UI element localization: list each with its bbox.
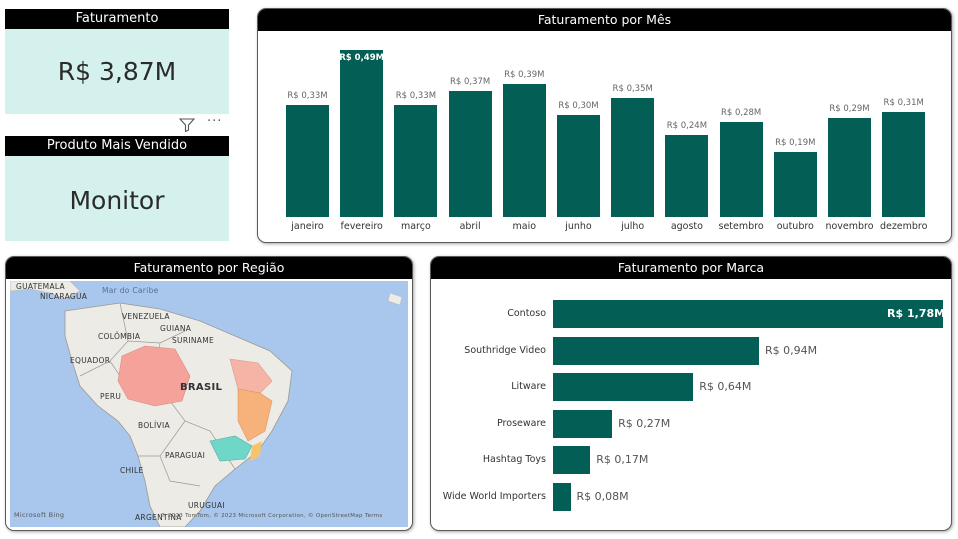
brand-bar-label: R$ 0,94M [764, 343, 818, 357]
region-map-panel[interactable]: Faturamento por Região GUATEMALA NICARAG… [5, 256, 413, 531]
month-chart-plot: R$ 0,33M janeiro R$ 0,49M fevereiro R$ 0,33M… [258, 9, 951, 242]
map-label-bolivia: BOLÍVIA [138, 421, 170, 430]
brand-chart-title: Faturamento por Marca [431, 257, 951, 279]
map-label-chile: CHILE [120, 466, 144, 475]
map-label-uruguai: URUGUAI [188, 501, 225, 510]
filter-icon[interactable] [178, 118, 196, 136]
month-bar-label: R$ 0,33M [287, 90, 328, 101]
month-bar-label: R$ 0,28M [720, 107, 762, 118]
brand-bar-label: R$ 0,64M [699, 380, 752, 393]
month-bar-label: R$ 0,19M [775, 138, 816, 149]
kpi-faturamento-card[interactable]: Faturamento R$ 3,87M [5, 9, 229, 114]
month-axis-label: novembro [825, 221, 874, 232]
bing-logo: Microsoft Bing [14, 511, 65, 519]
map-label-caribe: Mar do Caribe [102, 286, 159, 295]
kpi-faturamento-value: R$ 3,87M [57, 57, 177, 86]
month-bar-label: R$ 0,24M [666, 121, 708, 132]
brand-axis-label: Litware [511, 381, 546, 392]
brand-axis-label: Contoso [507, 308, 546, 319]
map-label-argentina: ARGENTINA [135, 513, 182, 522]
more-options-icon[interactable]: ··· [207, 114, 223, 129]
month-axis-label: abril [459, 221, 481, 232]
brand-bar-label: R$ 0,08M [576, 489, 629, 503]
month-bar[interactable] [719, 121, 763, 217]
kpi-faturamento-title: Faturamento [5, 9, 229, 29]
month-bar[interactable] [828, 118, 871, 217]
brand-bar[interactable] [553, 336, 759, 365]
month-bar[interactable] [557, 115, 600, 217]
map-label-brasil: BRASIL [180, 382, 223, 393]
map-label-venezuela: VENEZUELA [122, 312, 170, 321]
month-bar[interactable] [502, 84, 546, 217]
region-map-title: Faturamento por Região [6, 257, 412, 279]
map-label-colombia: COLÔMBIA [98, 332, 141, 341]
month-axis-label: dezembro [879, 221, 928, 232]
brand-bar-label: R$ 1,78M [887, 307, 946, 320]
month-axis-label: agosto [670, 221, 703, 232]
kpi-produto-card[interactable]: Produto Mais Vendido Monitor [5, 136, 229, 241]
month-bar-label: R$ 0,33M [395, 90, 437, 101]
brand-bar[interactable] [553, 482, 571, 511]
month-bar[interactable] [448, 91, 492, 217]
map-canvas[interactable]: GUATEMALA NICARAGUA Mar do Caribe VENEZU… [10, 281, 408, 527]
month-bar-label: R$ 0,39M [504, 70, 545, 81]
month-bar-label: R$ 0,35M [612, 84, 653, 94]
month-bar[interactable] [882, 111, 926, 217]
month-axis-label: fevereiro [340, 221, 383, 232]
brand-bar-label: R$ 0,27M [618, 416, 671, 430]
brand-axis-label: Southridge Video [464, 344, 546, 356]
brand-chart-panel[interactable]: Faturamento por Marca Contoso R$ 1,78M Sou… [430, 256, 952, 531]
map-label-suriname: SURINAME [172, 336, 215, 345]
month-axis-label: janeiro [291, 221, 324, 232]
brand-axis-label: Proseware [497, 417, 546, 429]
brand-axis-label: Hashtag Toys [482, 454, 546, 465]
month-bar[interactable] [286, 104, 329, 217]
brand-chart-plot: Contoso R$ 1,78M Southridge Video R$ 0,94M L… [431, 257, 951, 530]
month-axis-label: junho [565, 221, 592, 232]
month-bar-label: R$ 0,30M [558, 101, 599, 111]
month-bar[interactable] [340, 50, 384, 217]
brand-axis-label: Wide World Importers [442, 490, 546, 502]
map-label-equador: EQUADOR [70, 356, 111, 365]
map-attribution[interactable]: © 2023 TomTom, © 2023 Microsoft Corporat… [160, 513, 383, 519]
brand-bar[interactable] [553, 300, 943, 328]
map-label-guatemala: GUATEMALA [16, 282, 65, 291]
month-bar[interactable] [773, 152, 817, 217]
month-bar-label: R$ 0,37M [449, 77, 491, 88]
kpi-produto-value: Monitor [69, 186, 165, 215]
map-label-peru: PERU [100, 392, 122, 401]
month-bar[interactable] [665, 135, 709, 217]
brand-bar[interactable] [553, 373, 694, 401]
month-axis-label: outubro [776, 221, 814, 232]
kpi-produto-title: Produto Mais Vendido [5, 136, 229, 156]
month-bar[interactable] [611, 98, 655, 217]
month-axis-label: julho [621, 221, 645, 232]
month-axis-label: maio [512, 221, 537, 232]
map-label-guiana: GUIANA [160, 324, 192, 333]
month-bar-label: R$ 0,29M [829, 104, 870, 115]
month-chart-panel[interactable]: Faturamento por Mês R$ 0,33M janeiro R$ 0,… [257, 8, 952, 243]
month-axis-label: setembro [718, 221, 764, 232]
map-shapes [10, 281, 403, 527]
month-bar[interactable] [394, 104, 438, 217]
brand-bar[interactable] [553, 446, 591, 474]
month-chart-title: Faturamento por Mês [258, 9, 951, 31]
map-label-nicaragua: NICARAGUA [40, 292, 88, 301]
month-bar-label: R$ 0,49M [339, 53, 385, 64]
month-axis-label: março [400, 221, 431, 232]
map-label-paraguai: PARAGUAI [165, 451, 206, 460]
brand-bar-label: R$ 0,17M [596, 453, 649, 466]
brand-bar[interactable] [553, 409, 613, 438]
month-bar-label: R$ 0,31M [883, 97, 924, 108]
